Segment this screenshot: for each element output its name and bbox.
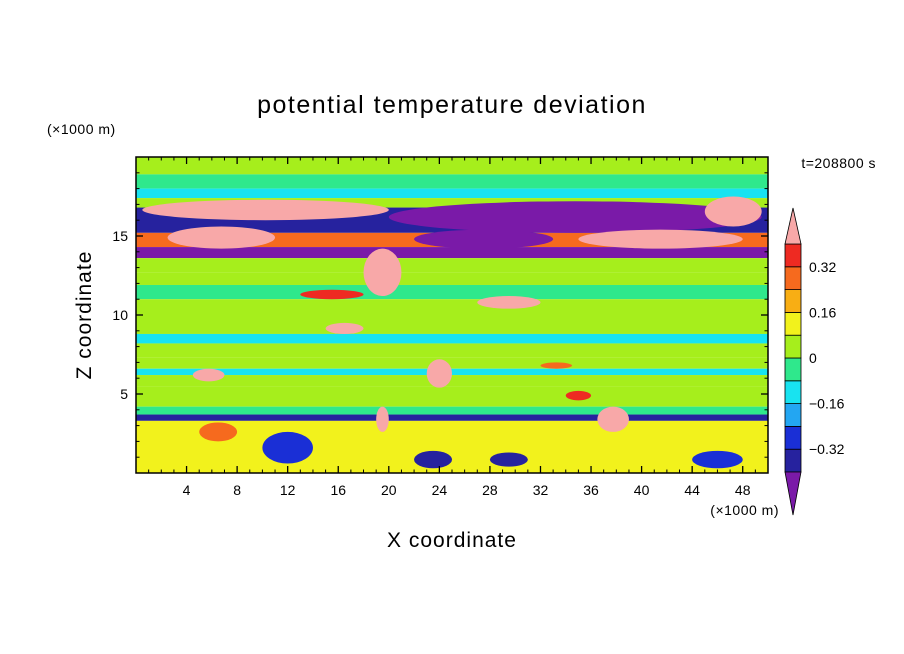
contour-band xyxy=(136,406,768,415)
colorbar-segment xyxy=(784,311,802,336)
colorbar-segment xyxy=(784,334,802,359)
colorbar-label: 0 xyxy=(809,350,817,366)
contour-feature xyxy=(489,452,528,467)
x-tick-label: 8 xyxy=(233,482,241,498)
contour-feature xyxy=(388,201,762,233)
x-tick-label: 12 xyxy=(280,482,296,498)
colorbar-segment xyxy=(784,448,802,473)
colorbar-segment xyxy=(784,425,802,450)
contour-band xyxy=(136,258,768,273)
plot-area xyxy=(136,157,768,473)
contour-feature xyxy=(142,199,389,221)
x-tick-label: 32 xyxy=(533,482,549,498)
x-tick-label: 40 xyxy=(634,482,650,498)
y-tick-label: 5 xyxy=(120,386,128,402)
contour-feature xyxy=(262,431,313,464)
contour-feature xyxy=(597,406,629,432)
colorbar-segment xyxy=(784,289,802,313)
colorbar-bottom-extension xyxy=(784,471,802,516)
x-axis-label: X coordinate xyxy=(387,529,517,552)
contour-band xyxy=(136,198,768,208)
colorbar-segment xyxy=(784,380,802,404)
contour-band xyxy=(136,174,768,189)
contour-band xyxy=(136,157,768,175)
x-tick-label: 28 xyxy=(482,482,498,498)
colorbar-label: 0.16 xyxy=(809,304,836,320)
x-unit-label: (×1000 m) xyxy=(710,502,779,518)
contour-band xyxy=(136,247,768,259)
contour-feature xyxy=(692,450,743,469)
contour-feature xyxy=(167,226,276,249)
colorbar-segment xyxy=(784,403,802,427)
chart-title: potential temperature deviation xyxy=(257,91,647,119)
contour-feature xyxy=(376,406,389,432)
x-tick-label: 24 xyxy=(432,482,448,498)
contour-feature xyxy=(704,196,762,227)
contour-band xyxy=(136,357,768,369)
contour-band xyxy=(136,284,768,300)
y-tick-label: 10 xyxy=(112,307,128,323)
colorbar-segment xyxy=(784,243,802,268)
y-tick-label: 15 xyxy=(112,228,128,244)
colorbar-label: 0.32 xyxy=(809,259,836,275)
contour-band xyxy=(136,386,768,407)
x-tick-label: 4 xyxy=(183,482,191,498)
contour-feature xyxy=(540,362,573,369)
contour-feature xyxy=(477,296,541,309)
contour-band xyxy=(136,315,768,334)
contour-band xyxy=(136,272,768,285)
contour-band xyxy=(136,368,768,376)
contour-band xyxy=(136,299,768,315)
contour-band xyxy=(136,333,768,344)
contour-feature xyxy=(414,229,554,249)
contour-band xyxy=(136,343,768,358)
contour-band xyxy=(136,420,768,473)
contour-feature xyxy=(325,322,364,334)
x-tick-label: 16 xyxy=(330,482,346,498)
colorbar-segment xyxy=(784,266,802,290)
contour-feature xyxy=(426,359,452,388)
y-axis-label: Z coordinate xyxy=(73,251,96,380)
colorbar-label: −0.16 xyxy=(809,396,845,412)
x-tick-label: 20 xyxy=(381,482,397,498)
x-tick-label: 44 xyxy=(684,482,700,498)
time-label: t=208800 s xyxy=(801,155,876,171)
contour-band xyxy=(136,414,768,421)
colorbar: 0.32 0.16 0 −0.16 −0.32 xyxy=(784,207,845,516)
contour-feature xyxy=(300,289,364,300)
y-unit-label: (×1000 m) xyxy=(47,121,116,137)
contour-band xyxy=(136,375,768,387)
x-tick-label: 36 xyxy=(583,482,599,498)
contour-feature xyxy=(363,248,402,297)
contour-feature xyxy=(414,450,452,469)
x-tick-label: 48 xyxy=(735,482,751,498)
contour-feature xyxy=(192,368,225,382)
contour-feature xyxy=(565,390,592,401)
contour-feature xyxy=(578,229,743,249)
contour-feature xyxy=(199,422,238,442)
colorbar-top-extension xyxy=(784,207,802,245)
colorbar-label: −0.32 xyxy=(809,441,845,457)
contour-band xyxy=(136,188,768,199)
colorbar-segment xyxy=(784,357,802,382)
